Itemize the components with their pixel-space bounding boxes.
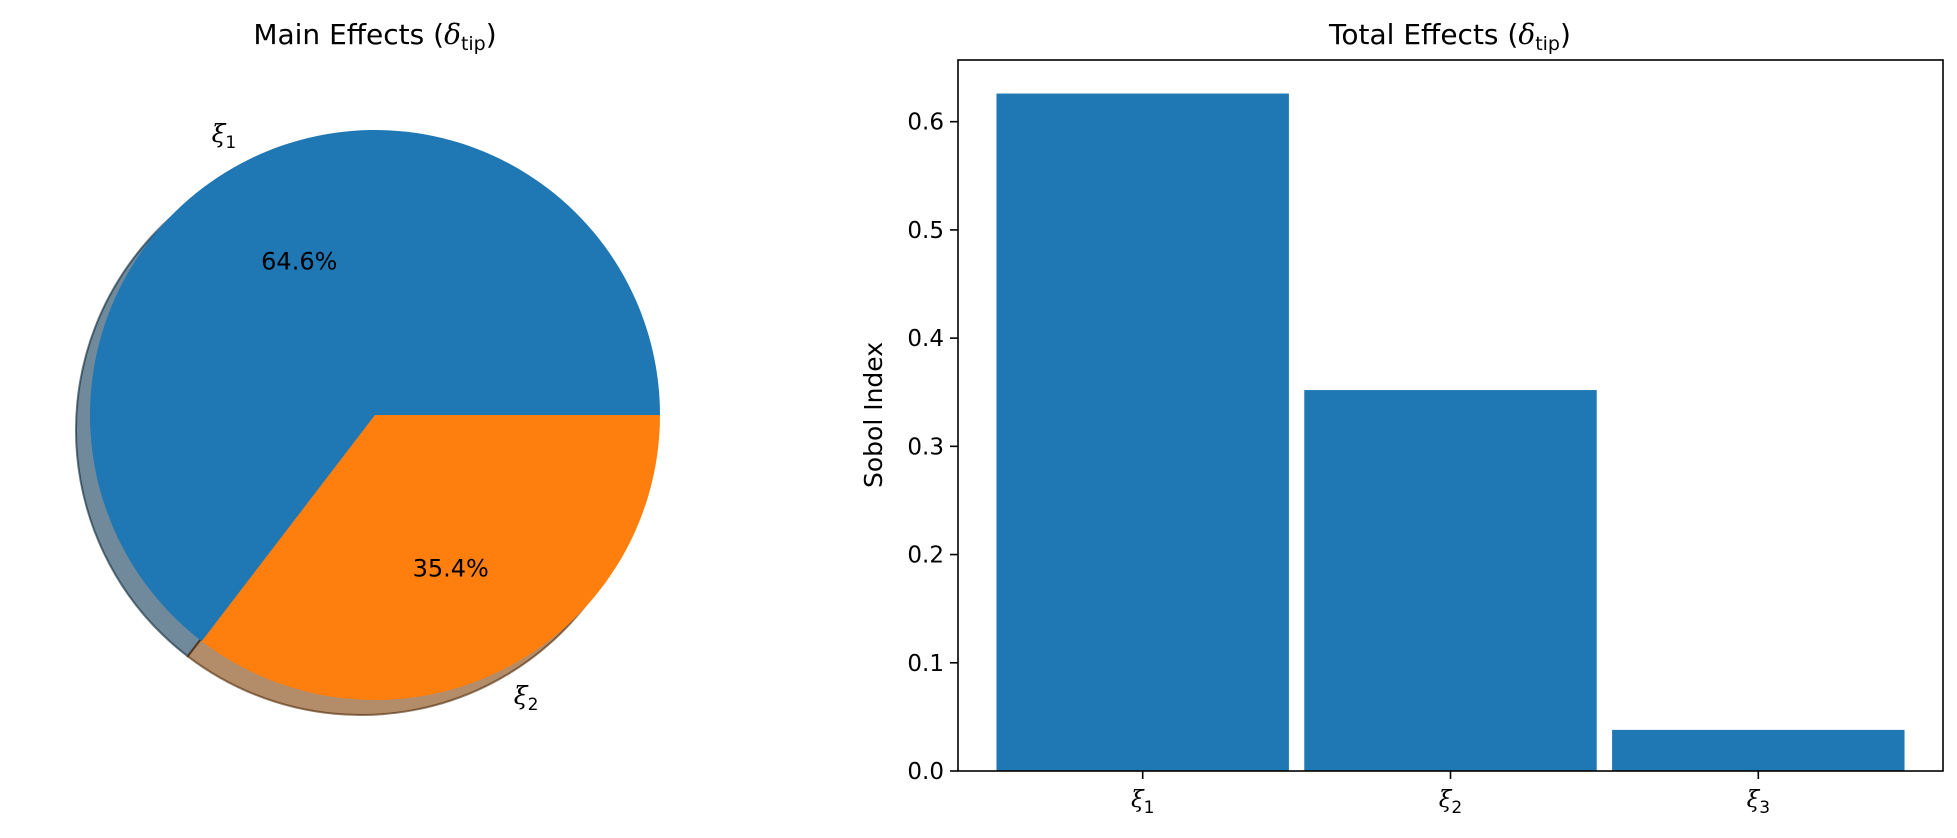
pie-pct-label-1: 64.6% [261, 248, 337, 276]
bar-3 [1612, 729, 1905, 771]
pie-slice-label-2: ξ2 [514, 681, 539, 715]
y-tick-label: 0.5 [907, 218, 944, 244]
x-tick-label-3: ξ3 [1747, 787, 1771, 818]
pie-slice-1 [89, 130, 660, 642]
bar-bars [996, 93, 1905, 771]
bar-chart: Total Effects (δtip) 0.00.10.20.30.40.50… [859, 18, 1944, 818]
pie-slice-2 [201, 415, 660, 700]
y-tick-label: 0.0 [907, 759, 944, 785]
pie-slice-label-1: ξ1 [212, 119, 237, 153]
pie-title: Main Effects (δtip) [253, 18, 496, 55]
x-tick-label-2: ξ2 [1439, 787, 1463, 818]
bar-2 [1304, 390, 1597, 771]
y-axis-label: Sobol Index [859, 342, 888, 488]
pie-chart: Main Effects (δtip) 64.6% ξ1 35.4% ξ2 [75, 18, 660, 716]
y-ticks: 0.0 0.1 0.2 0.3 0.4 0.5 0.6 [907, 110, 958, 785]
x-tick-label-1: ξ1 [1131, 787, 1155, 818]
y-tick-label: 0.2 [907, 543, 944, 569]
bar-title: Total Effects (δtip) [1328, 18, 1571, 55]
bar-1 [996, 93, 1289, 771]
y-tick-label: 0.1 [907, 651, 944, 677]
y-tick-label: 0.3 [907, 434, 944, 460]
pie-labels: 64.6% ξ1 35.4% ξ2 [212, 119, 539, 715]
x-ticks: ξ1 ξ2 ξ3 [1131, 771, 1770, 818]
pie-pct-label-2: 35.4% [413, 554, 489, 582]
y-tick-label: 0.4 [907, 326, 944, 352]
y-tick-label: 0.6 [907, 110, 944, 136]
pie-slices [89, 130, 660, 700]
